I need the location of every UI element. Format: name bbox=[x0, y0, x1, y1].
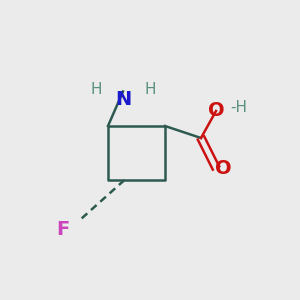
Text: F: F bbox=[56, 220, 70, 239]
Text: H: H bbox=[90, 82, 102, 98]
Text: O: O bbox=[215, 158, 232, 178]
Text: N: N bbox=[115, 89, 131, 109]
Text: H: H bbox=[144, 82, 156, 98]
Text: -H: -H bbox=[230, 100, 247, 116]
Text: O: O bbox=[208, 101, 224, 121]
